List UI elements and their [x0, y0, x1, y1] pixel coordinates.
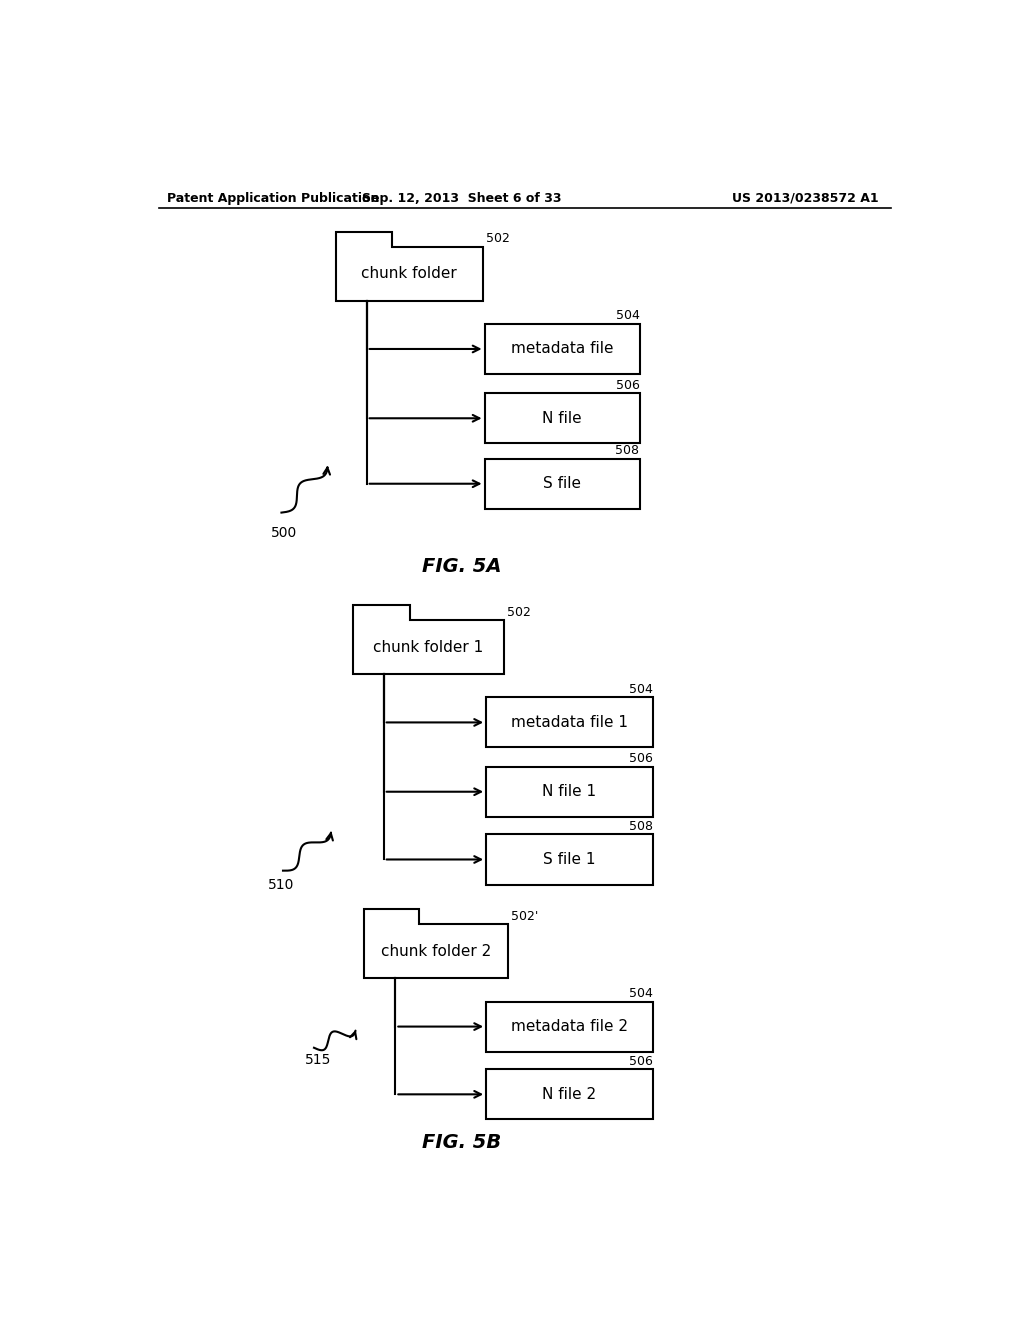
Text: 502: 502: [507, 606, 530, 619]
Text: 506: 506: [629, 1055, 652, 1068]
Text: 504: 504: [615, 309, 640, 322]
Bar: [486, 697, 652, 747]
Text: 508: 508: [629, 820, 652, 833]
Text: 504: 504: [629, 987, 652, 1001]
Text: FIG. 5A: FIG. 5A: [422, 557, 501, 576]
Text: chunk folder: chunk folder: [361, 267, 457, 281]
Text: Sep. 12, 2013  Sheet 6 of 33: Sep. 12, 2013 Sheet 6 of 33: [361, 191, 561, 205]
Text: chunk folder 2: chunk folder 2: [381, 944, 492, 958]
Bar: [486, 834, 652, 884]
Text: 506: 506: [615, 379, 640, 392]
Text: 515: 515: [305, 1053, 331, 1067]
Text: metadata file: metadata file: [511, 342, 613, 356]
Bar: [486, 767, 652, 817]
Text: FIG. 5B: FIG. 5B: [422, 1133, 501, 1152]
Text: US 2013/0238572 A1: US 2013/0238572 A1: [732, 191, 880, 205]
Text: N file: N file: [542, 411, 582, 426]
Text: S file 1: S file 1: [543, 851, 596, 867]
Polygon shape: [365, 909, 508, 978]
Bar: [484, 459, 640, 508]
Text: N file 2: N file 2: [543, 1086, 596, 1102]
Text: Patent Application Publication: Patent Application Publication: [167, 191, 379, 205]
Text: 500: 500: [271, 527, 298, 540]
Text: N file 1: N file 1: [543, 784, 596, 799]
Text: chunk folder 1: chunk folder 1: [373, 640, 483, 655]
Bar: [484, 323, 640, 374]
Text: metadata file 2: metadata file 2: [511, 1019, 628, 1034]
Text: 510: 510: [267, 878, 294, 892]
Text: 502: 502: [486, 232, 510, 246]
Text: S file: S file: [543, 477, 581, 491]
Polygon shape: [336, 231, 483, 301]
Bar: [486, 1069, 652, 1119]
Text: 504: 504: [629, 682, 652, 696]
Text: 502': 502': [511, 909, 539, 923]
Bar: [484, 393, 640, 444]
Bar: [486, 1002, 652, 1052]
Text: 508: 508: [615, 444, 640, 457]
Polygon shape: [352, 605, 504, 675]
Text: metadata file 1: metadata file 1: [511, 715, 628, 730]
Text: 506: 506: [629, 752, 652, 766]
